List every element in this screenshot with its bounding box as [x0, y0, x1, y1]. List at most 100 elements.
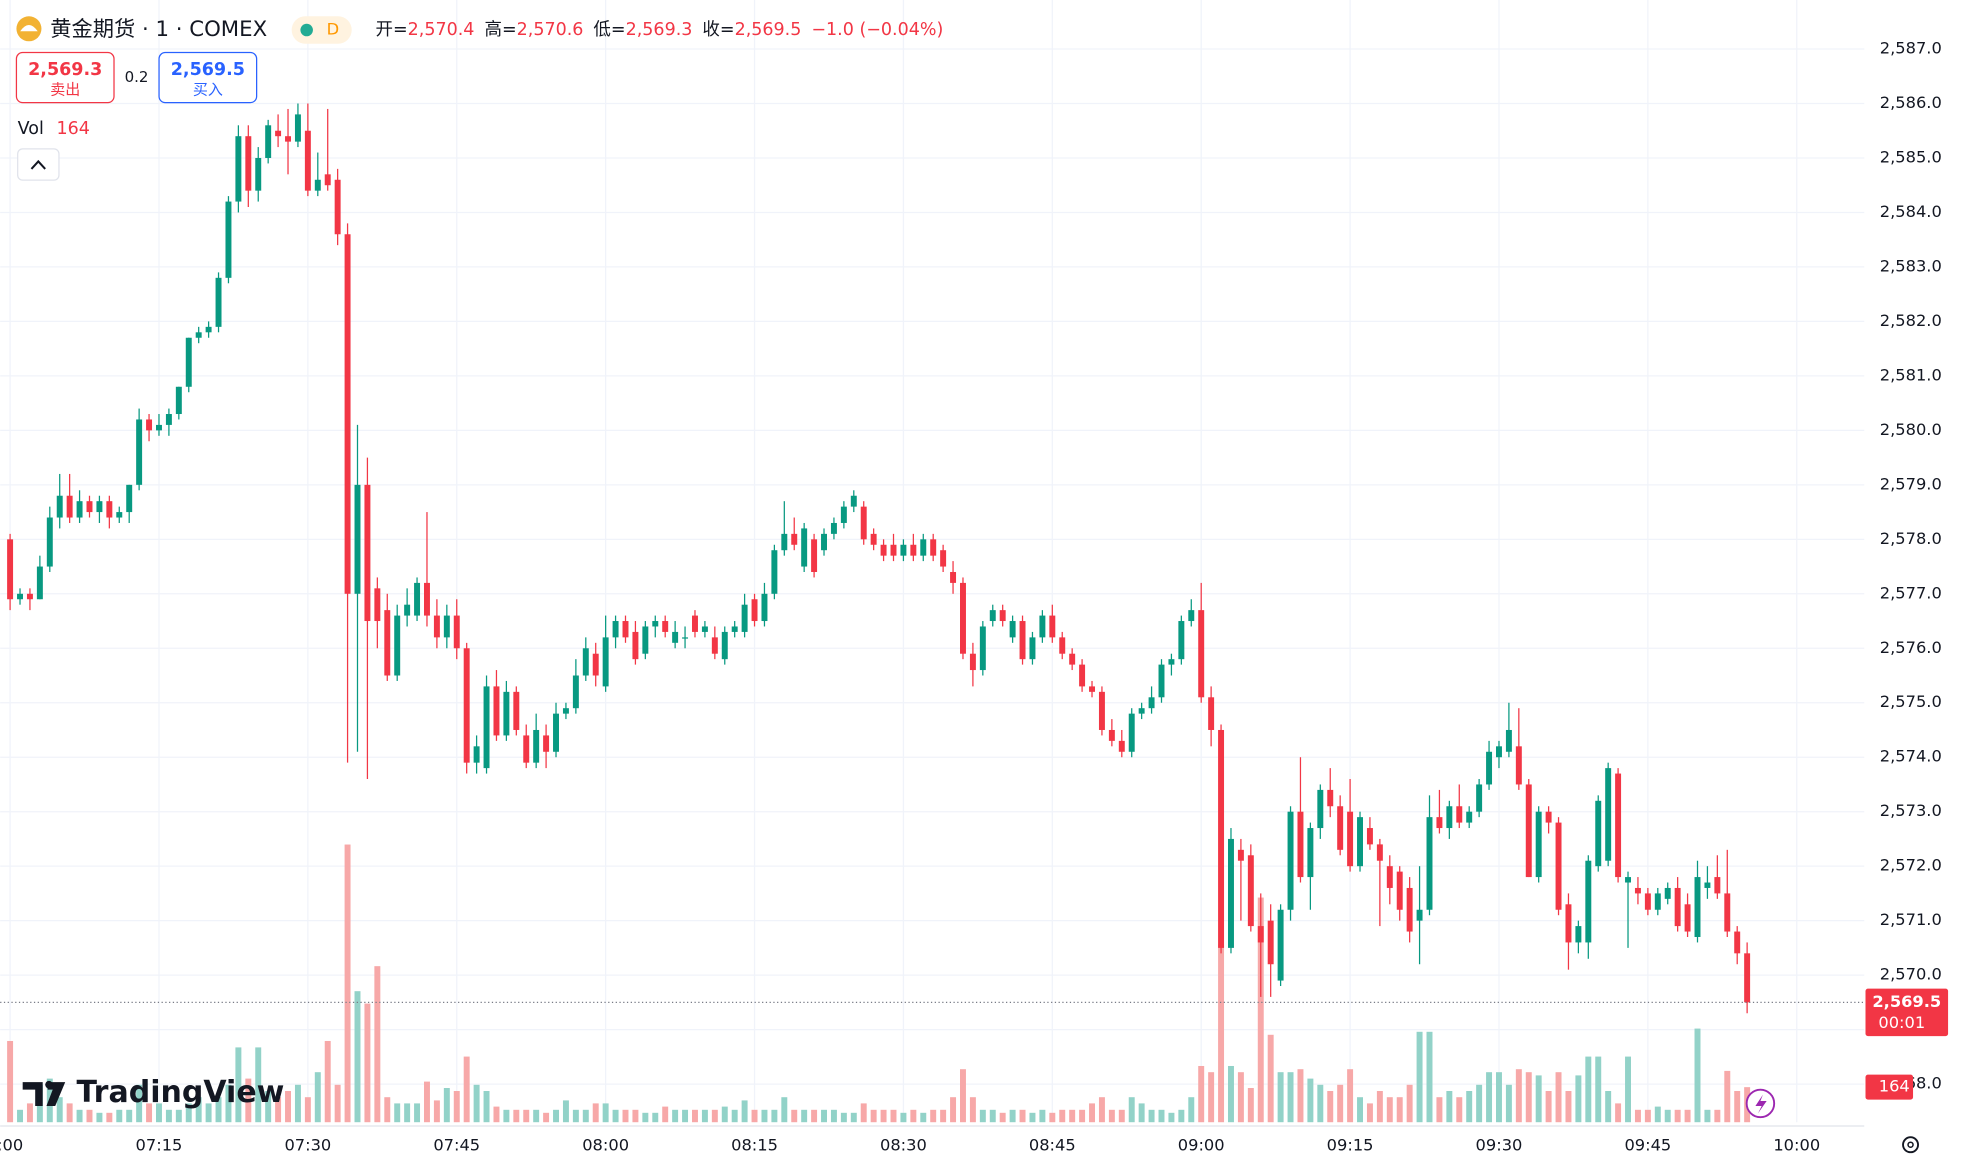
grid — [0, 0, 1865, 1123]
ohlc-label: 开= — [375, 20, 407, 40]
candle-body — [1654, 893, 1661, 910]
candle-body — [1605, 768, 1612, 861]
candle-body — [1615, 773, 1622, 878]
candle-body — [245, 136, 252, 191]
candle-body — [811, 539, 818, 572]
logo-text: TradingView — [76, 1075, 284, 1110]
volume-bar — [225, 1084, 232, 1123]
collapse-button[interactable] — [17, 148, 60, 181]
candle-body — [553, 713, 559, 752]
volume-bar — [1357, 1097, 1363, 1123]
volume-bar — [960, 1069, 966, 1123]
volume-bar — [1724, 1070, 1731, 1123]
countdown-label: 00:01 — [1878, 1013, 1925, 1032]
candle-body — [562, 708, 569, 714]
candle-body — [1347, 811, 1354, 867]
candle-body — [840, 506, 847, 523]
candle-body — [314, 179, 321, 191]
volume-bar — [463, 1056, 470, 1123]
y-tick-label: 2,581.0 — [1880, 365, 1942, 384]
candle-body — [1674, 887, 1681, 927]
candle-body — [1098, 691, 1105, 730]
candle-body — [1287, 811, 1294, 910]
candle-body — [7, 539, 14, 600]
volume-legend-label: Vol — [18, 119, 44, 139]
volume-bar — [533, 1109, 540, 1123]
sell-price[interactable]: 2,569.3 — [28, 60, 102, 80]
candle-body — [989, 610, 996, 622]
candle-body — [533, 729, 540, 763]
volume-bar — [900, 1112, 907, 1123]
x-tick-label: 09:30 — [1476, 1135, 1523, 1154]
buy-label[interactable]: 买入 — [193, 81, 223, 99]
volume-label-box — [1865, 1074, 1914, 1100]
candle-body — [404, 604, 411, 616]
volume-bar — [473, 1084, 480, 1123]
candle-body — [205, 326, 212, 333]
sell-label[interactable]: 卖出 — [50, 81, 80, 99]
y-tick-label: 2,576.0 — [1880, 638, 1942, 657]
candle-body — [175, 386, 182, 415]
candle-body — [374, 588, 381, 622]
volume-bar — [1426, 1031, 1433, 1123]
volume-bar — [1694, 1028, 1701, 1123]
volume-bar — [1575, 1075, 1582, 1123]
candle-body — [1297, 811, 1304, 878]
ohlc-values: 开= 2,570.4 高= 2,570.6 低= 2,569.3 收= 2,569.5 −1.0… — [375, 20, 943, 40]
buy-price[interactable]: 2,569.5 — [171, 60, 245, 80]
x-tick-label: 09:00 — [1178, 1135, 1225, 1154]
candle-body — [56, 495, 63, 518]
candle-body — [940, 550, 947, 567]
candle-body — [1148, 697, 1155, 709]
sell-button[interactable] — [15, 51, 115, 104]
volume-bar — [572, 1109, 579, 1123]
volume-bar — [1644, 1109, 1651, 1123]
collapse-icon[interactable] — [30, 159, 46, 170]
candle-body — [1525, 784, 1532, 878]
settings-button[interactable] — [1902, 1136, 1919, 1154]
volume-bar — [1337, 1084, 1344, 1123]
ohlc-value: 2,570.6 — [517, 20, 584, 40]
volume-bar — [96, 1112, 103, 1123]
candle-body — [1257, 926, 1264, 943]
volume-bar — [721, 1106, 728, 1123]
candle-body — [1317, 789, 1324, 829]
volume-bar — [404, 1103, 411, 1123]
candle-body — [1595, 800, 1602, 867]
volume-bar — [523, 1109, 530, 1123]
volume-bar — [1684, 1109, 1691, 1123]
last-price-box — [1865, 988, 1949, 1037]
candle-body — [1575, 926, 1582, 943]
y-tick-label: 2,584.0 — [1880, 202, 1942, 221]
volume-bar — [751, 1109, 758, 1123]
candle-body — [642, 626, 649, 654]
volume-bar — [374, 966, 381, 1123]
candle-body — [1357, 817, 1363, 867]
volume-bar — [1396, 1097, 1403, 1123]
volume-bar — [1515, 1069, 1522, 1123]
volume-bar — [920, 1112, 927, 1123]
candle-body — [483, 686, 490, 769]
volume-bar — [155, 1103, 162, 1123]
volume-bar — [553, 1109, 559, 1123]
lightning-icon[interactable] — [1755, 1094, 1767, 1114]
ohlc-label: 收= — [702, 20, 734, 40]
candle-body — [830, 522, 837, 534]
candle-body — [1228, 838, 1234, 948]
volume-bar — [324, 1040, 331, 1123]
volume-bar — [950, 1097, 957, 1123]
volume-bar — [1456, 1097, 1463, 1123]
candle-body — [126, 484, 133, 513]
y-tick-label: 2,582.0 — [1880, 311, 1942, 330]
volume-bar — [245, 1078, 252, 1123]
volume-bar — [582, 1109, 589, 1123]
settings-icon[interactable] — [1907, 1141, 1914, 1148]
candle-body — [473, 746, 480, 763]
candle-body — [513, 691, 520, 730]
volume-bar — [126, 1109, 133, 1123]
candle-body — [1138, 708, 1145, 714]
volume-bar — [870, 1109, 877, 1123]
buy-button[interactable] — [158, 51, 258, 104]
